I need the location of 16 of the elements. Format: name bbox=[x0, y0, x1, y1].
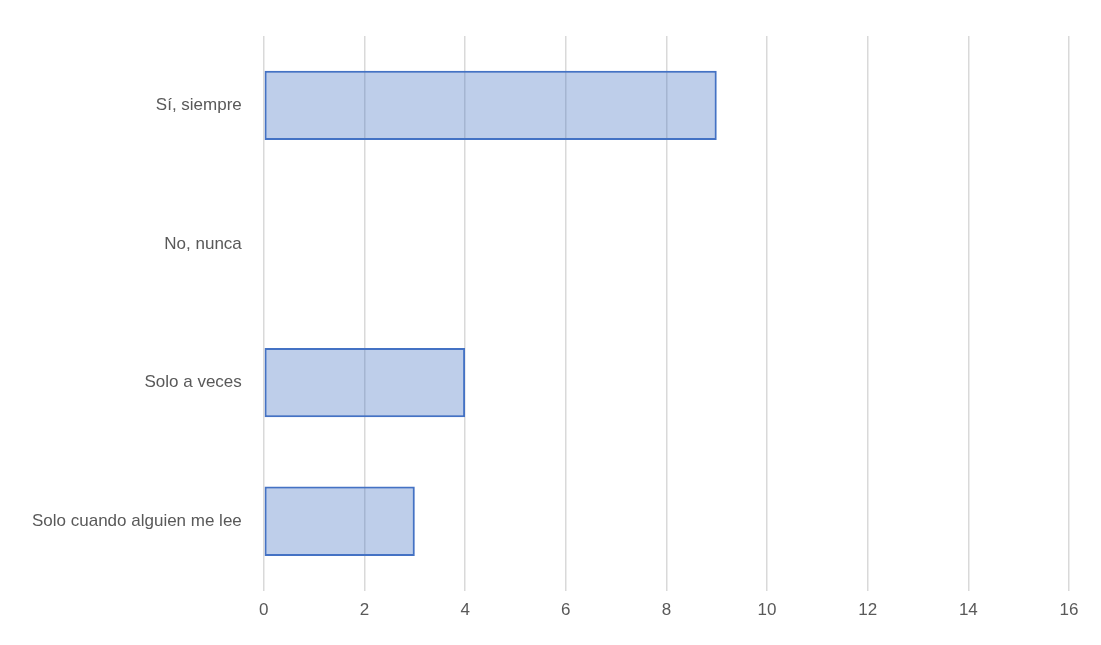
bar bbox=[264, 70, 717, 140]
x-tick-label: 0 bbox=[259, 600, 269, 620]
x-tick-label: 16 bbox=[1059, 600, 1079, 620]
x-tick-label: 6 bbox=[561, 600, 571, 620]
x-tick-label: 8 bbox=[661, 600, 672, 620]
x-tick-label: 2 bbox=[359, 600, 370, 620]
bar bbox=[264, 347, 466, 418]
y-tick-label: No, nunca bbox=[164, 233, 243, 253]
x-tick-label: 4 bbox=[460, 600, 470, 620]
x-tick-label: 10 bbox=[757, 600, 777, 620]
bar bbox=[264, 486, 415, 556]
x-tick-label: 14 bbox=[958, 600, 978, 620]
y-tick-label: Sí, siempre bbox=[155, 95, 242, 115]
x-tick-label: 12 bbox=[858, 600, 878, 620]
y-tick-label: Solo a veces bbox=[144, 372, 242, 392]
y-tick-label: Solo cuando alguien me lee bbox=[31, 510, 242, 530]
